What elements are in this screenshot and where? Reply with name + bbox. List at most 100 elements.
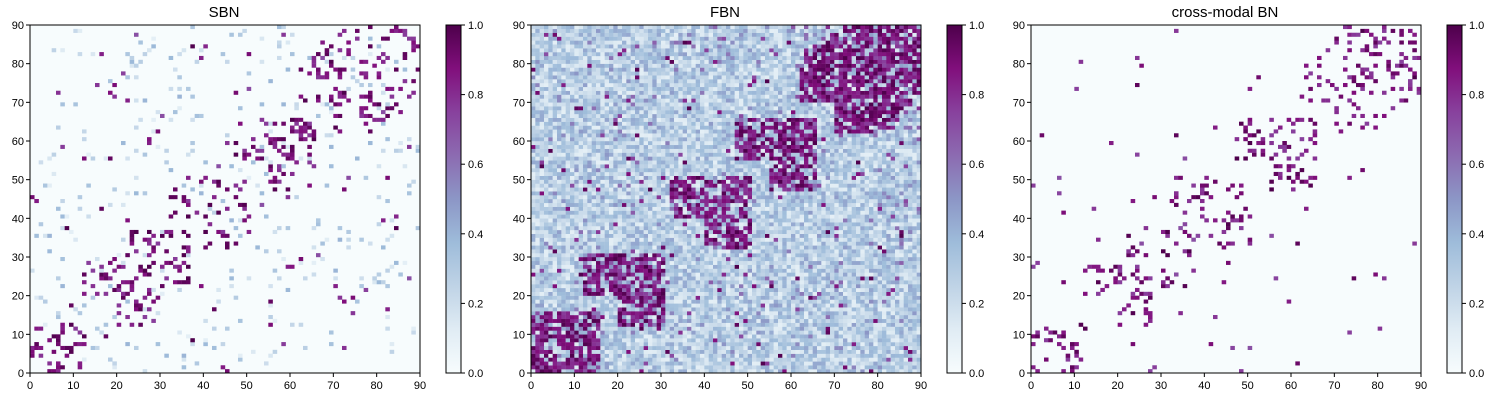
heatmap-cell xyxy=(385,106,390,111)
heatmap-cell xyxy=(82,129,87,134)
heatmap-cell xyxy=(717,326,722,331)
heatmap-cell xyxy=(721,369,727,374)
heatmap-cell xyxy=(851,326,857,331)
heatmap-cell xyxy=(890,272,896,277)
heatmap-cell xyxy=(626,338,631,343)
heatmap-cell xyxy=(886,233,891,238)
heatmap-cell xyxy=(817,287,822,292)
heatmap-cell xyxy=(531,276,536,281)
heatmap-cell xyxy=(604,229,610,234)
heatmap-cell xyxy=(830,299,835,304)
heatmap-cell xyxy=(678,365,683,370)
heatmap-cell xyxy=(622,276,627,281)
heatmap-cell xyxy=(669,264,675,269)
heatmap-cell xyxy=(578,191,584,196)
heatmap-cell xyxy=(882,229,887,234)
heatmap-cell xyxy=(570,245,575,250)
heatmap-cell xyxy=(678,287,683,292)
heatmap-cell xyxy=(782,245,787,250)
heatmap-cell xyxy=(795,199,800,204)
heatmap-cell xyxy=(708,291,714,296)
heatmap-cell xyxy=(643,260,649,265)
heatmap-cell xyxy=(860,253,865,258)
heatmap-cell xyxy=(778,218,783,223)
heatmap-cell xyxy=(778,287,783,292)
heatmap-cell xyxy=(394,148,399,153)
heatmap-cell xyxy=(760,210,766,215)
heatmap-cell xyxy=(886,195,891,200)
heatmap-cell xyxy=(830,365,835,370)
heatmap-cell xyxy=(574,295,579,300)
heatmap-cell xyxy=(363,71,369,76)
heatmap-cell xyxy=(869,245,874,250)
heatmap-cell xyxy=(721,315,727,320)
heatmap-cell xyxy=(596,349,601,354)
heatmap-cell xyxy=(912,315,917,320)
heatmap-cell xyxy=(704,287,709,292)
heatmap-cell xyxy=(316,71,321,76)
heatmap-cell xyxy=(552,315,558,320)
heatmap-cell xyxy=(739,365,744,370)
heatmap-cell xyxy=(912,303,917,308)
heatmap-cell xyxy=(825,229,831,234)
heatmap-cell xyxy=(869,291,874,296)
heatmap-cell xyxy=(112,268,117,273)
heatmap-cell xyxy=(648,272,653,277)
heatmap-cell xyxy=(808,202,813,207)
heatmap-cell xyxy=(804,233,809,238)
heatmap-cell xyxy=(264,361,269,366)
heatmap-cell xyxy=(778,291,783,296)
heatmap-cell xyxy=(402,164,408,169)
heatmap-cell xyxy=(804,218,809,223)
heatmap-cell xyxy=(574,199,579,204)
heatmap-cell xyxy=(877,342,883,347)
heatmap-cell xyxy=(721,257,727,262)
heatmap-cell xyxy=(535,272,540,277)
heatmap-cell xyxy=(539,195,545,200)
heatmap-cell xyxy=(695,210,701,215)
heatmap-cell xyxy=(246,214,252,219)
heatmap-cell xyxy=(873,345,878,350)
heatmap-cell xyxy=(769,334,774,339)
heatmap-cell xyxy=(860,222,865,227)
heatmap-cell xyxy=(565,229,571,234)
heatmap-cell xyxy=(786,229,792,234)
heatmap-cell xyxy=(882,233,887,238)
heatmap-cell xyxy=(864,226,870,231)
heatmap-cell xyxy=(708,268,714,273)
heatmap-cell xyxy=(851,226,857,231)
heatmap-cell xyxy=(799,369,805,374)
heatmap-cell xyxy=(587,195,592,200)
heatmap-cell xyxy=(825,307,831,312)
heatmap-cell xyxy=(600,318,605,323)
heatmap-cell xyxy=(561,330,566,335)
heatmap-cell xyxy=(851,264,857,269)
heatmap-cell xyxy=(903,202,909,207)
heatmap-cell xyxy=(613,322,618,327)
heatmap-cell xyxy=(639,253,644,258)
heatmap-cell xyxy=(225,241,230,246)
heatmap-cell xyxy=(561,272,566,277)
heatmap-cell xyxy=(721,229,727,234)
x-tick-label: 70 xyxy=(327,380,339,392)
heatmap-cell xyxy=(181,199,187,204)
heatmap-cell xyxy=(155,311,161,316)
heatmap-cell xyxy=(682,237,688,242)
heatmap-cell xyxy=(574,284,579,289)
heatmap-cell xyxy=(648,365,653,370)
heatmap-cell xyxy=(682,253,688,258)
heatmap-cell xyxy=(856,334,861,339)
heatmap-cell xyxy=(674,226,679,231)
heatmap-cell xyxy=(346,175,351,180)
heatmap-cell xyxy=(635,268,640,273)
heatmap-cell xyxy=(129,241,135,246)
heatmap-cell xyxy=(791,369,796,374)
heatmap-cell xyxy=(394,260,399,265)
heatmap-cell xyxy=(877,226,883,231)
heatmap-cell xyxy=(626,218,631,223)
heatmap-cell xyxy=(539,315,545,320)
heatmap-cell xyxy=(565,191,571,196)
heatmap-cell xyxy=(600,268,605,273)
heatmap-cell xyxy=(674,326,679,331)
heatmap-cell xyxy=(747,260,753,265)
